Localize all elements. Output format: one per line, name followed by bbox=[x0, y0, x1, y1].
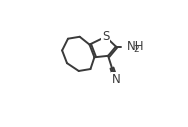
Text: NH: NH bbox=[127, 40, 144, 53]
Text: S: S bbox=[102, 30, 109, 43]
Text: 2: 2 bbox=[133, 45, 139, 54]
Text: N: N bbox=[111, 73, 120, 86]
